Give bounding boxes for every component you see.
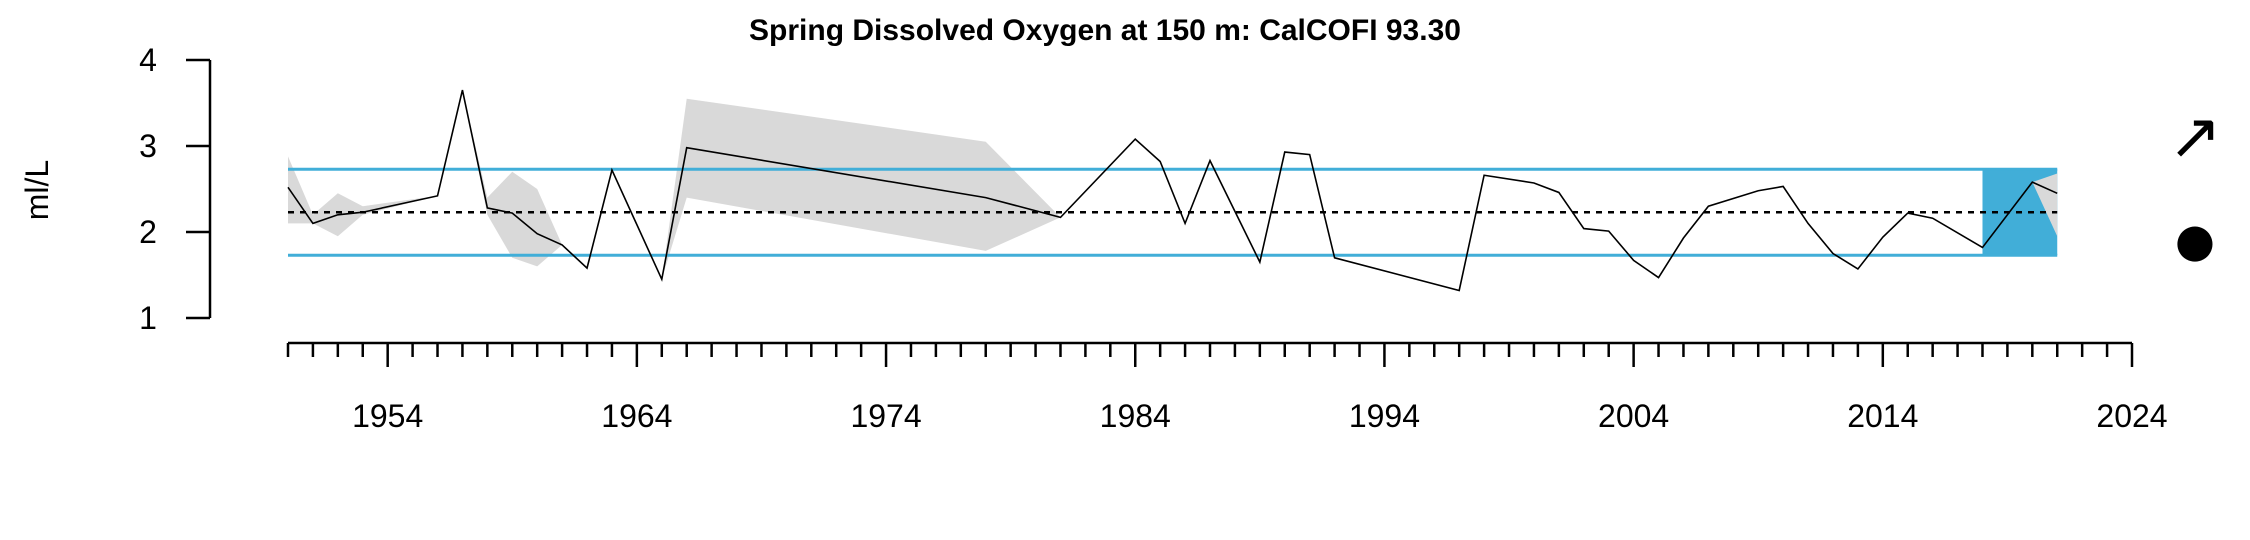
x-tick-label: 2024	[2096, 398, 2167, 434]
x-tick-label: 1964	[601, 398, 672, 434]
x-axis: 1954 1964 1974 1984 1994 2004 2014 2024	[286, 341, 2168, 434]
x-tick-label: 2014	[1847, 398, 1918, 434]
y-tick-label: 2	[139, 214, 157, 250]
x-tick-label: 2004	[1598, 398, 1669, 434]
y-tick-label: 1	[139, 300, 157, 336]
x-tick-label: 1974	[850, 398, 921, 434]
x-tick-label: 1954	[352, 398, 423, 434]
uncertainty-band-layer	[288, 90, 2058, 291]
y-axis-label: ml/L	[19, 160, 55, 220]
y-axis: 1 2 3 4	[139, 42, 212, 336]
y-tick-label: 4	[139, 42, 157, 78]
series-layer	[287, 89, 2058, 292]
x-tick-label: 1984	[1100, 398, 1171, 434]
x-tick-label: 1994	[1349, 398, 1420, 434]
chart-title: Spring Dissolved Oxygen at 150 m: CalCOF…	[749, 14, 1461, 47]
series-line	[287, 89, 2058, 292]
mean-status-dot-icon: ●	[2175, 213, 2215, 267]
trend-arrow-icon: ↗	[2168, 100, 2222, 174]
reference-lines-layer	[288, 167, 2058, 257]
y-tick-label: 3	[139, 128, 157, 164]
uncertainty-band	[288, 90, 2058, 291]
